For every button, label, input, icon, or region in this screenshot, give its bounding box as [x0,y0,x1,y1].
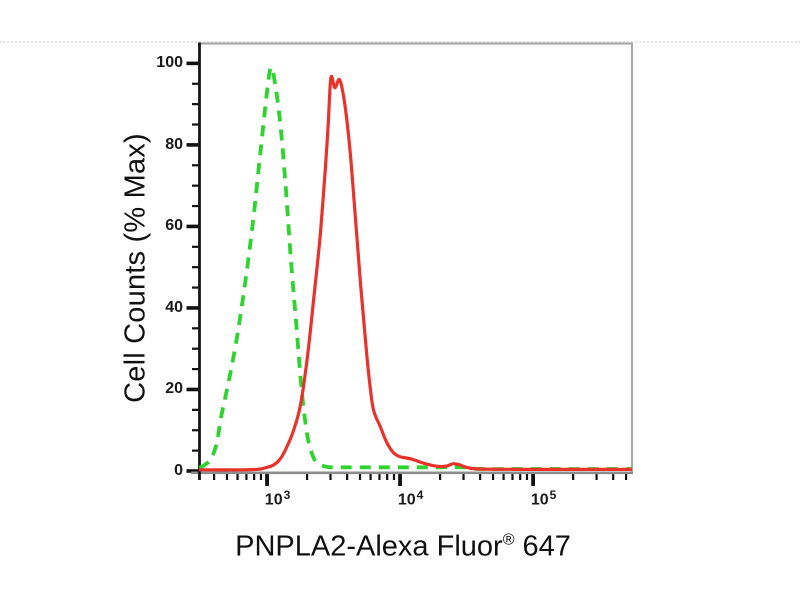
y-tick-label-60: 60 [165,217,183,235]
x-tick-label-10e5: 105 [530,488,557,509]
y-tick-label-100: 100 [156,54,183,72]
registered-trademark-symbol: ® [502,531,515,549]
x-axis-title-suffix: 647 [522,530,571,563]
x-axis-title: PNPLA2-Alexa Fluor® 647 [235,531,571,564]
y-tick-label-40: 40 [165,298,183,316]
y-tick-label-20: 20 [165,380,183,398]
curve-pnpla2-red-solid [198,74,632,472]
x-tick-label-10e3: 103 [264,488,291,509]
x-tick-label-10e4: 104 [397,488,424,509]
y-tick-label-0: 0 [174,462,183,479]
plot-borders [191,42,634,480]
axis-ticks [186,61,628,486]
histogram-curves [198,65,632,472]
x-axis-title-text: PNPLA2-Alexa Fluor [235,530,503,563]
y-axis-title: Cell Counts (% Max) [120,133,153,403]
y-axis-title-text: Cell Counts (% Max) [119,133,152,403]
curve-control-green-dashed [198,65,632,471]
y-tick-label-80: 80 [165,135,183,153]
top-artifact-line [0,41,800,43]
